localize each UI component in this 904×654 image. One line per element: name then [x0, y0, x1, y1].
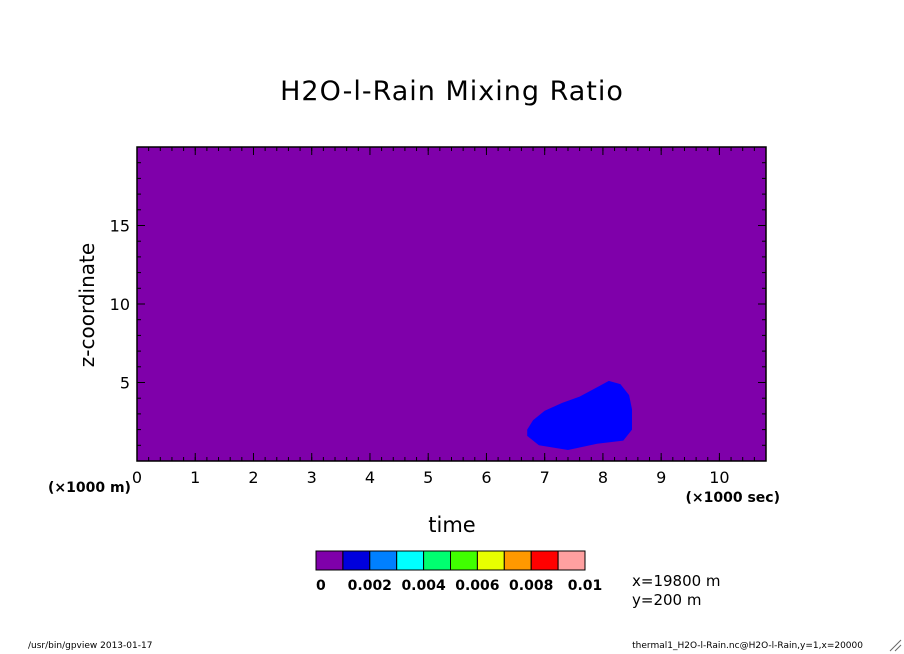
x-tick-label: 1: [190, 468, 200, 487]
rain-contour-region: [527, 380, 632, 450]
x-tick-label: 8: [598, 468, 608, 487]
y-axis-unit: (×1000 m): [48, 480, 131, 496]
x-tick-label: 9: [656, 468, 666, 487]
slice-y: y=200 m: [632, 591, 702, 609]
colorbar: 0 0.002 0.004 0.006 0.008 0.01: [315, 550, 603, 594]
colorbar-swatch: [369, 550, 398, 571]
x-tick-label: 7: [540, 468, 550, 487]
colorbar-swatch: [315, 550, 344, 571]
footer-source: thermal1_H2O-l-Rain.nc@H2O-l-Rain,y=1,x=…: [632, 641, 863, 651]
axis-ticks: 0 1 2 3 4 5 6 7 8 9 10 5 10 15: [110, 146, 767, 487]
y-tick-label: 5: [120, 374, 130, 393]
colorbar-swatch: [450, 550, 478, 571]
x-axis-label: time: [428, 513, 476, 537]
x-axis-unit: (×1000 sec): [685, 490, 781, 506]
colorbar-swatch: [503, 550, 532, 571]
colorbar-swatch: [342, 550, 371, 571]
y-axis-label: z-coordinate: [75, 242, 99, 368]
resize-grip-icon[interactable]: [888, 638, 902, 652]
colorbar-swatch: [396, 550, 425, 571]
colorbar-swatch: [476, 550, 505, 571]
colorbar-label: 0.006: [455, 578, 499, 594]
y-tick-label: 10: [110, 295, 130, 314]
x-tick-label: 3: [307, 468, 317, 487]
x-tick-label: 4: [365, 468, 375, 487]
x-tick-label: 10: [709, 468, 729, 487]
x-tick-label: 2: [248, 468, 258, 487]
colorbar-swatch: [557, 550, 586, 571]
y-tick-label: 15: [110, 217, 130, 236]
x-tick-label: 5: [423, 468, 433, 487]
slice-x: x=19800 m: [632, 572, 721, 590]
colorbar-label: 0.01: [568, 578, 603, 594]
plot-area: [137, 147, 766, 461]
colorbar-label: 0.008: [509, 578, 553, 594]
colorbar-swatch: [423, 550, 452, 571]
colorbar-label: 0.004: [401, 578, 446, 594]
chart-title: H2O-l-Rain Mixing Ratio: [280, 76, 624, 107]
x-tick-label: 6: [481, 468, 491, 487]
colorbar-swatch: [530, 550, 559, 571]
x-tick-label: 0: [132, 468, 142, 487]
colorbar-label: 0: [316, 578, 326, 594]
colorbar-label: 0.002: [348, 578, 392, 594]
footer-command: /usr/bin/gpview 2013-01-17: [28, 641, 153, 651]
slice-info: x=19800 m y=200 m: [632, 572, 721, 610]
